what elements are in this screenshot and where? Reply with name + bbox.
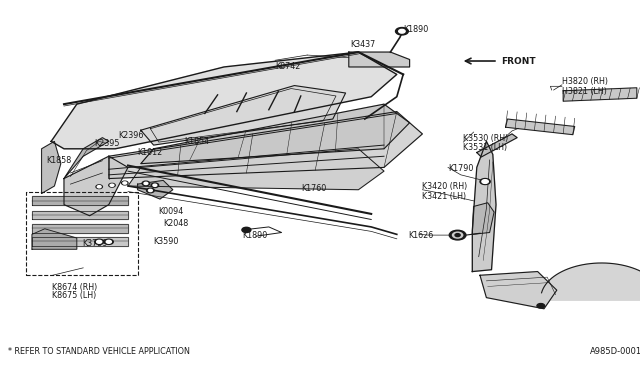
Text: K1854: K1854 [184,137,209,146]
Text: * REFER TO STANDARD VEHICLE APPLICATION: * REFER TO STANDARD VEHICLE APPLICATION [8,347,189,356]
Polygon shape [138,180,173,199]
Text: K8675 (LH): K8675 (LH) [52,291,97,300]
Circle shape [106,240,111,243]
Polygon shape [109,112,422,179]
Polygon shape [506,119,575,135]
Circle shape [144,182,148,185]
Circle shape [147,188,154,193]
Polygon shape [32,211,128,219]
Circle shape [449,230,466,240]
Circle shape [123,182,127,184]
Polygon shape [563,88,637,101]
Text: FRONT: FRONT [501,57,536,65]
Polygon shape [64,156,128,216]
Text: K1890: K1890 [242,231,267,240]
Text: K1626: K1626 [408,231,433,240]
Text: H3820 (RH): H3820 (RH) [562,77,608,86]
Circle shape [122,181,128,185]
Circle shape [97,240,102,243]
Circle shape [110,184,114,186]
Polygon shape [32,224,128,232]
Text: A985D-0001: A985D-0001 [590,347,640,356]
Text: K8674 (RH): K8674 (RH) [52,283,98,292]
Polygon shape [349,52,410,67]
Polygon shape [477,134,517,157]
Text: K3420 (RH): K3420 (RH) [422,182,468,191]
Text: K1890: K1890 [403,25,428,34]
Polygon shape [480,272,557,309]
Text: K2395: K2395 [95,139,120,148]
Text: K2048: K2048 [163,219,188,228]
Circle shape [97,186,101,188]
Circle shape [242,227,251,232]
Text: K3437: K3437 [351,40,376,49]
Circle shape [96,185,102,189]
Text: K3590: K3590 [154,237,179,246]
Text: K0094: K0094 [159,207,184,216]
Circle shape [142,181,150,186]
Text: K2396: K2396 [118,131,144,140]
Polygon shape [141,104,410,164]
Text: K1012: K1012 [138,148,163,157]
Circle shape [455,234,460,237]
Text: K1760: K1760 [301,184,326,193]
Circle shape [537,304,545,308]
Text: K8742: K8742 [275,62,301,71]
Circle shape [95,239,104,244]
Polygon shape [541,263,640,300]
Text: K3421 (LH): K3421 (LH) [422,192,467,201]
Polygon shape [32,229,77,249]
Circle shape [104,239,113,244]
Circle shape [399,29,405,33]
Polygon shape [64,138,109,179]
Polygon shape [32,196,128,205]
Circle shape [452,232,463,238]
Circle shape [396,28,408,35]
Polygon shape [472,141,496,272]
Circle shape [153,184,157,186]
Circle shape [109,183,115,187]
Circle shape [148,189,152,192]
Polygon shape [128,149,384,190]
Polygon shape [32,237,128,246]
Text: K3759: K3759 [82,239,108,248]
Text: K3531 (LH): K3531 (LH) [463,143,508,152]
Polygon shape [141,86,346,145]
Polygon shape [472,203,494,234]
Circle shape [482,180,488,183]
Text: K1790: K1790 [448,164,474,173]
Polygon shape [51,52,397,149]
Polygon shape [42,141,61,193]
Circle shape [480,179,490,185]
Circle shape [151,183,159,187]
Text: K1858: K1858 [46,156,71,165]
Text: H3821 (LH): H3821 (LH) [562,87,607,96]
Text: K3530 (RH): K3530 (RH) [463,134,509,143]
